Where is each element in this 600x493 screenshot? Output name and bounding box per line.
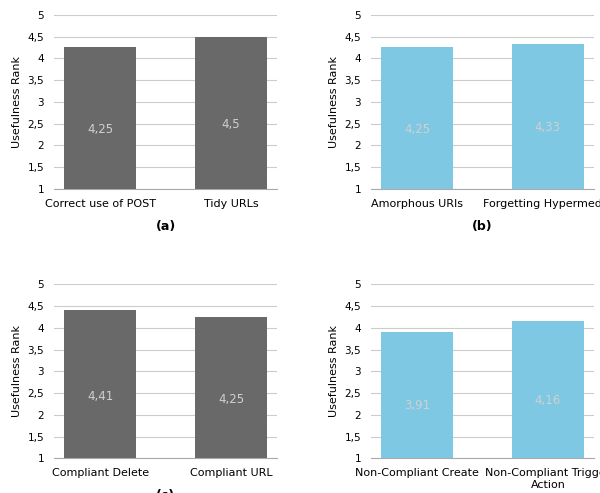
Bar — [64, 310, 136, 458]
Bar — [381, 47, 453, 189]
Text: 4,33: 4,33 — [535, 121, 561, 135]
Y-axis label: Usefulness Rank: Usefulness Rank — [329, 56, 339, 148]
Text: 4,16: 4,16 — [535, 394, 561, 407]
Text: 4,25: 4,25 — [404, 123, 430, 136]
Y-axis label: Usefulness Rank: Usefulness Rank — [329, 325, 339, 418]
Y-axis label: Usefulness Rank: Usefulness Rank — [12, 56, 22, 148]
Text: 4,25: 4,25 — [87, 123, 113, 136]
X-axis label: (b): (b) — [472, 219, 493, 233]
X-axis label: (c): (c) — [156, 490, 175, 493]
X-axis label: (a): (a) — [155, 219, 176, 233]
Bar — [512, 321, 584, 458]
Y-axis label: Usefulness Rank: Usefulness Rank — [12, 325, 22, 418]
Text: 3,91: 3,91 — [404, 399, 430, 412]
Bar — [512, 44, 584, 189]
Bar — [195, 317, 267, 458]
Bar — [195, 36, 267, 189]
Bar — [64, 47, 136, 189]
Text: 4,5: 4,5 — [221, 118, 241, 131]
Text: 4,41: 4,41 — [87, 389, 113, 403]
Bar — [381, 332, 453, 458]
Text: 4,25: 4,25 — [218, 392, 244, 406]
